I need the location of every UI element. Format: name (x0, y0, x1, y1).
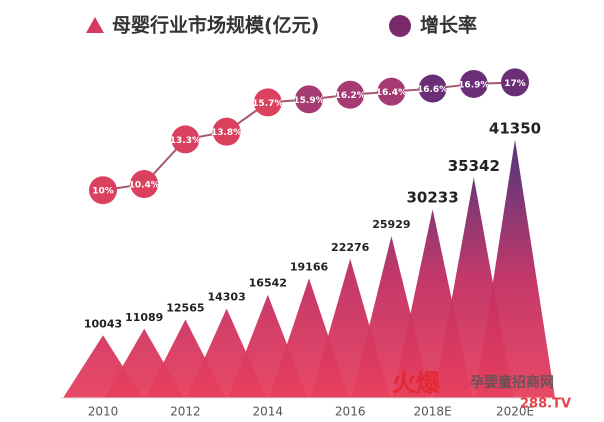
data-label: 19166 (290, 260, 329, 273)
point (295, 85, 323, 114)
legend-swatch (389, 15, 411, 37)
data-label: 35342 (448, 157, 500, 175)
point (501, 68, 529, 97)
data-label: 10% (92, 187, 114, 197)
data-label: 16.4% (376, 88, 407, 98)
data-label: 30233 (407, 189, 459, 207)
legend-swatch (86, 17, 104, 33)
x-tick-label: 2016 (335, 405, 366, 419)
watermark: 288.TV (520, 397, 571, 412)
data-label: 17% (504, 79, 526, 89)
data-label: 15.9% (293, 96, 324, 106)
point (459, 69, 488, 98)
point (253, 88, 282, 117)
point (418, 74, 447, 103)
watermark: 火爆 (392, 369, 441, 397)
legend-label: 增长率 (420, 14, 477, 37)
data-label: 12565 (166, 302, 204, 315)
data-label: 25929 (372, 218, 410, 231)
x-tick-label: 2012 (170, 405, 201, 419)
data-label: 10043 (84, 317, 122, 330)
x-tick-label: 2014 (253, 405, 284, 419)
data-label: 16.2% (335, 91, 366, 101)
point (171, 125, 200, 154)
legend: 母婴行业市场规模(亿元) 增长率 (86, 14, 477, 37)
data-label: 16.9% (458, 80, 489, 90)
x-tick-label: 2010 (88, 405, 119, 419)
point (130, 170, 159, 199)
data-label: 16542 (249, 277, 287, 290)
x-tick-label: 2020E (496, 405, 534, 419)
growth-series: 10% 10.4% 13.3% 13.8% 15.7% 15.9% 16.2% 16.4% 16… (89, 68, 529, 205)
bar (475, 139, 555, 398)
data-label: 10.4% (129, 181, 160, 191)
point (336, 80, 365, 109)
data-label: 41350 (489, 119, 541, 137)
point (89, 176, 117, 205)
watermark: 孕婴童招商网 (470, 374, 554, 391)
data-label: 22276 (331, 241, 370, 254)
point (212, 117, 241, 146)
data-label: 15.7% (252, 99, 283, 109)
data-label: 13.8% (211, 128, 242, 138)
data-label: 11089 (125, 311, 163, 324)
point (377, 77, 406, 106)
legend-label: 母婴行业市场规模(亿元) (112, 14, 319, 37)
data-label: 13.3% (170, 136, 201, 146)
x-tick-label: 2018E (414, 405, 452, 419)
data-label: 14303 (207, 291, 245, 304)
data-label: 16.6% (417, 85, 448, 95)
